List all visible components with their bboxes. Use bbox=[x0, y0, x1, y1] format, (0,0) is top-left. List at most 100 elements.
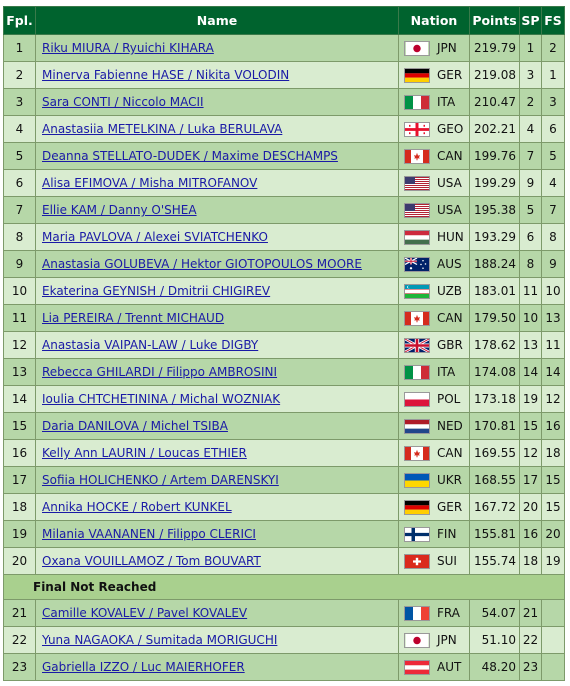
skater-pair-link[interactable]: Milania VAANANEN / Filippo CLERICI bbox=[42, 527, 256, 541]
skater-pair-link[interactable]: Annika HOCKE / Robert KUNKEL bbox=[42, 500, 232, 514]
points-cell: 199.29 bbox=[469, 169, 520, 197]
hungary-flag-icon bbox=[404, 230, 430, 245]
skater-pair-link[interactable]: Yuna NAGAOKA / Sumitada MORIGUCHI bbox=[42, 633, 278, 647]
nation-cell: UZB bbox=[398, 277, 470, 305]
table-row: 22 Yuna NAGAOKA / Sumitada MORIGUCHI JPN 51… bbox=[3, 626, 565, 654]
name-cell: Ekaterina GEYNISH / Dmitrii CHIGIREV bbox=[35, 277, 399, 305]
points-cell: 219.79 bbox=[469, 34, 520, 62]
place-cell: 18 bbox=[3, 493, 36, 521]
header-fs: FS bbox=[541, 6, 565, 35]
place-cell: 19 bbox=[3, 520, 36, 548]
australia-flag-icon bbox=[404, 257, 430, 272]
nation-code: CAN bbox=[437, 149, 463, 163]
points-cell: 174.08 bbox=[469, 358, 520, 386]
nation-code: GBR bbox=[437, 338, 463, 352]
header-points: Points bbox=[469, 6, 520, 35]
points-cell: 183.01 bbox=[469, 277, 520, 305]
skater-pair-link[interactable]: Daria DANILOVA / Michel TSIBA bbox=[42, 419, 228, 433]
nation-cell: POL bbox=[398, 385, 470, 413]
points-cell: 188.24 bbox=[469, 250, 520, 278]
points-cell: 155.81 bbox=[469, 520, 520, 548]
skater-pair-link[interactable]: Maria PAVLOVA / Alexei SVIATCHENKO bbox=[42, 230, 268, 244]
table-row: 21 Camille KOVALEV / Pavel KOVALEV FRA 54.0… bbox=[3, 599, 565, 627]
section-separator-row: Final Not Reached bbox=[3, 574, 565, 600]
place-cell: 21 bbox=[3, 599, 36, 627]
table-row: 8 Maria PAVLOVA / Alexei SVIATCHENKO HUN 19… bbox=[3, 223, 565, 251]
name-cell: Annika HOCKE / Robert KUNKEL bbox=[35, 493, 399, 521]
fs-rank-cell: 15 bbox=[541, 493, 565, 521]
sp-rank-cell: 17 bbox=[519, 466, 542, 494]
switzerland-flag-icon bbox=[404, 554, 430, 569]
sp-rank-cell: 12 bbox=[519, 439, 542, 467]
skater-pair-link[interactable]: Ioulia CHTCHETININA / Michal WOZNIAK bbox=[42, 392, 281, 406]
nation-cell: ITA bbox=[398, 88, 470, 116]
skater-pair-link[interactable]: Oxana VOUILLAMOZ / Tom BOUVART bbox=[42, 554, 261, 568]
nation-cell: GBR bbox=[398, 331, 470, 359]
fs-rank-cell: 18 bbox=[541, 439, 565, 467]
name-cell: Lia PEREIRA / Trennt MICHAUD bbox=[35, 304, 399, 332]
skater-pair-link[interactable]: Anastasia VAIPAN-LAW / Luke DIGBY bbox=[42, 338, 259, 352]
sp-rank-cell: 22 bbox=[519, 626, 542, 654]
nation-code: GER bbox=[437, 500, 463, 514]
skater-pair-link[interactable]: Anastasia GOLUBEVA / Hektor GIOTOPOULOS … bbox=[42, 257, 362, 271]
nation-code: AUS bbox=[437, 257, 462, 271]
name-cell: Milania VAANANEN / Filippo CLERICI bbox=[35, 520, 399, 548]
uzbekistan-flag-icon bbox=[404, 284, 430, 299]
italy-flag-icon bbox=[404, 365, 430, 380]
skater-pair-link[interactable]: Alisa EFIMOVA / Misha MITROFANOV bbox=[42, 176, 258, 190]
nation-code: UZB bbox=[437, 284, 463, 298]
table-row: 5 Deanna STELLATO-DUDEK / Maxime DESCHAMP… bbox=[3, 142, 565, 170]
points-cell: 178.62 bbox=[469, 331, 520, 359]
sp-rank-cell: 23 bbox=[519, 653, 542, 681]
skater-pair-link[interactable]: Sofiia HOLICHENKO / Artem DARENSKYI bbox=[42, 473, 279, 487]
canada-flag-icon bbox=[404, 446, 430, 461]
skater-pair-link[interactable]: Deanna STELLATO-DUDEK / Maxime DESCHAMPS bbox=[42, 149, 338, 163]
name-cell: Kelly Ann LAURIN / Loucas ETHIER bbox=[35, 439, 399, 467]
nation-code: ITA bbox=[437, 365, 456, 379]
nation-code: FIN bbox=[437, 527, 457, 541]
place-cell: 2 bbox=[3, 61, 36, 89]
header-place: Fpl. bbox=[3, 6, 36, 35]
table-row: 3 Sara CONTI / Niccolo MACII ITA 210.47 2 3 bbox=[3, 88, 565, 116]
nation-cell: NED bbox=[398, 412, 470, 440]
points-cell: 173.18 bbox=[469, 385, 520, 413]
skater-pair-link[interactable]: Ellie KAM / Danny O'SHEA bbox=[42, 203, 197, 217]
canada-flag-icon bbox=[404, 311, 430, 326]
fs-rank-cell: 5 bbox=[541, 142, 565, 170]
skater-pair-link[interactable]: Anastasiia METELKINA / Luka BERULAVA bbox=[42, 122, 283, 136]
fs-rank-cell: 2 bbox=[541, 34, 565, 62]
skater-pair-link[interactable]: Minerva Fabienne HASE / Nikita VOLODIN bbox=[42, 68, 290, 82]
skater-pair-link[interactable]: Riku MIURA / Ryuichi KIHARA bbox=[42, 41, 214, 55]
table-row: 9 Anastasia GOLUBEVA / Hektor GIOTOPOULOS… bbox=[3, 250, 565, 278]
fs-rank-cell: 12 bbox=[541, 385, 565, 413]
skater-pair-link[interactable]: Gabriella IZZO / Luc MAIERHOFER bbox=[42, 660, 245, 674]
place-cell: 14 bbox=[3, 385, 36, 413]
skater-pair-link[interactable]: Camille KOVALEV / Pavel KOVALEV bbox=[42, 606, 248, 620]
header-name: Name bbox=[35, 6, 399, 35]
table-row: 18 Annika HOCKE / Robert KUNKEL GER 167.72 2… bbox=[3, 493, 565, 521]
place-cell: 22 bbox=[3, 626, 36, 654]
skater-pair-link[interactable]: Ekaterina GEYNISH / Dmitrii CHIGIREV bbox=[42, 284, 271, 298]
nation-code: CAN bbox=[437, 311, 463, 325]
nation-cell: GEO bbox=[398, 115, 470, 143]
skater-pair-link[interactable]: Rebecca GHILARDI / Filippo AMBROSINI bbox=[42, 365, 278, 379]
nation-code: FRA bbox=[437, 606, 460, 620]
place-cell: 12 bbox=[3, 331, 36, 359]
fs-rank-cell: 7 bbox=[541, 196, 565, 224]
nation-code: USA bbox=[437, 203, 462, 217]
skater-pair-link[interactable]: Lia PEREIRA / Trennt MICHAUD bbox=[42, 311, 225, 325]
name-cell: Oxana VOUILLAMOZ / Tom BOUVART bbox=[35, 547, 399, 575]
sp-rank-cell: 9 bbox=[519, 169, 542, 197]
canada-flag-icon bbox=[404, 149, 430, 164]
skater-pair-link[interactable]: Kelly Ann LAURIN / Loucas ETHIER bbox=[42, 446, 247, 460]
table-row: 16 Kelly Ann LAURIN / Loucas ETHIER CAN 169… bbox=[3, 439, 565, 467]
name-cell: Camille KOVALEV / Pavel KOVALEV bbox=[35, 599, 399, 627]
place-cell: 7 bbox=[3, 196, 36, 224]
name-cell: Sara CONTI / Niccolo MACII bbox=[35, 88, 399, 116]
place-cell: 20 bbox=[3, 547, 36, 575]
header-sp: SP bbox=[519, 6, 542, 35]
name-cell: Ellie KAM / Danny O'SHEA bbox=[35, 196, 399, 224]
germany-flag-icon bbox=[404, 500, 430, 515]
sp-rank-cell: 2 bbox=[519, 88, 542, 116]
skater-pair-link[interactable]: Sara CONTI / Niccolo MACII bbox=[42, 95, 204, 109]
